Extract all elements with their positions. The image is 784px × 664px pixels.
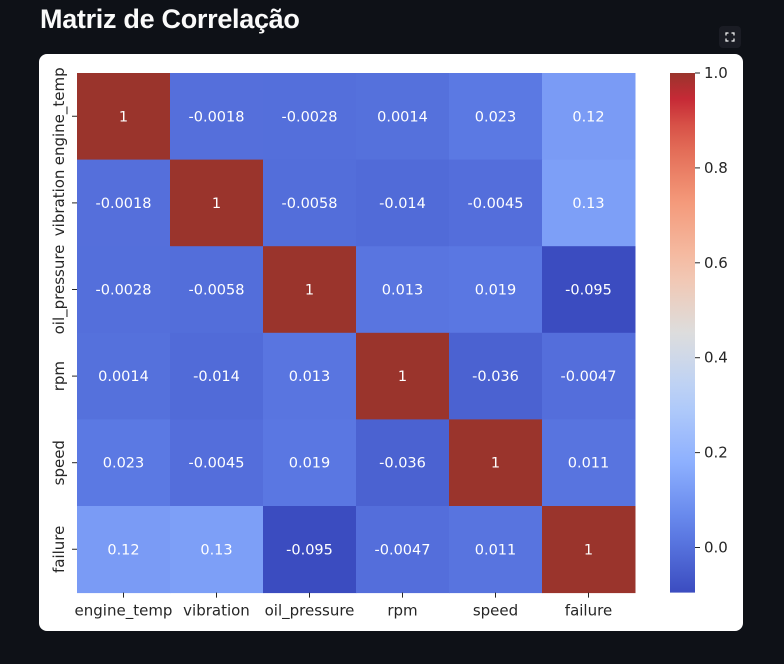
cell-value-label: 0.0014	[98, 369, 149, 385]
cell-value-label: 0.019	[475, 283, 517, 299]
heatmap-cell	[77, 419, 171, 507]
y-tick-label: rpm	[50, 361, 68, 391]
heatmap-cell	[170, 332, 264, 420]
heatmap-cell	[356, 506, 450, 594]
heatmap-cell	[449, 246, 543, 334]
cell-value-label: 0.013	[382, 283, 424, 299]
heatmap-cell	[77, 506, 171, 594]
heatmap-cell	[449, 506, 543, 594]
heatmap-cell	[263, 246, 357, 334]
colorbar-tick-label: 1.0	[704, 64, 728, 82]
heatmap-cell	[77, 73, 171, 161]
heatmap-cell	[449, 332, 543, 420]
x-tick-label: rpm	[387, 602, 417, 620]
cell-value-label: 0.023	[475, 109, 517, 125]
y-tick-label: vibration	[50, 170, 68, 237]
cell-value-label: 0.011	[568, 456, 610, 472]
heatmap-cell	[356, 73, 450, 161]
cell-value-label: -0.0018	[189, 109, 245, 125]
cell-value-label: -0.0047	[375, 542, 431, 558]
cell-value-label: 0.0014	[377, 109, 428, 125]
colorbar-tick-label: 0.6	[704, 254, 728, 272]
colorbar	[670, 73, 695, 593]
cell-value-label: -0.014	[193, 369, 240, 385]
colorbar-tick-label: 0.0	[704, 539, 728, 557]
cell-value-label: 0.011	[475, 542, 517, 558]
cell-value-label: -0.036	[379, 456, 426, 472]
correlation-heatmap: 1 -0.0018 -0.0028 0.0014 0.023 0.12 -0.0018 1 -0…	[50, 64, 728, 621]
cell-value-label: -0.095	[565, 283, 612, 299]
colorbar-tick-label: 0.4	[704, 349, 728, 367]
heatmap-cell	[542, 419, 636, 507]
heatmap-cell	[170, 419, 264, 507]
cell-value-label: 1	[305, 283, 314, 299]
heatmap-cell	[449, 419, 543, 507]
cell-value-label: 0.12	[107, 542, 139, 558]
x-tick-label: speed	[473, 602, 518, 620]
y-tick-label: engine_temp	[50, 67, 69, 165]
heatmap-cell	[263, 73, 357, 161]
cell-value-label: -0.0058	[282, 196, 338, 212]
page-title: Matriz de Correlação	[40, 4, 300, 34]
cell-value-label: -0.0018	[96, 196, 152, 212]
cell-value-label: 1	[491, 456, 500, 472]
heatmap-cell	[263, 159, 357, 247]
x-tick-label: oil_pressure	[265, 602, 355, 621]
cell-value-label: 0.013	[289, 369, 331, 385]
fullscreen-button[interactable]	[719, 26, 741, 48]
heatmap-cell	[356, 332, 450, 420]
cell-value-label: 0.13	[572, 196, 604, 212]
colorbar-tick-label: 0.2	[704, 444, 728, 462]
heatmap-cell	[170, 159, 264, 247]
cell-value-label: -0.0047	[561, 369, 617, 385]
y-tick-label: speed	[50, 440, 68, 485]
cell-value-label: -0.095	[286, 542, 333, 558]
chart-card: 1 -0.0018 -0.0028 0.0014 0.023 0.12 -0.0018 1 -0…	[39, 54, 743, 631]
heatmap-cell	[263, 419, 357, 507]
y-tick-label: oil_pressure	[50, 245, 69, 335]
heatmap-cell	[542, 73, 636, 161]
fullscreen-icon	[725, 32, 735, 42]
cell-value-label: -0.0045	[468, 196, 524, 212]
cell-value-label: 0.023	[103, 456, 145, 472]
cell-value-label: -0.014	[379, 196, 426, 212]
heatmap-cell	[542, 159, 636, 247]
heatmap-cell	[356, 246, 450, 334]
x-tick-label: failure	[565, 602, 612, 620]
x-tick-label: vibration	[183, 602, 250, 620]
heatmap-cell	[77, 246, 171, 334]
y-tick-label: failure	[50, 526, 68, 573]
cell-value-label: 1	[584, 542, 593, 558]
heatmap-cell	[170, 506, 264, 594]
cell-value-label: 1	[212, 196, 221, 212]
heatmap-cell	[170, 73, 264, 161]
colorbar-tick-label: 0.8	[704, 159, 728, 177]
heatmap-cell	[356, 159, 450, 247]
cell-value-label: 0.13	[200, 542, 232, 558]
heatmap-cell	[449, 73, 543, 161]
cell-value-label: -0.0028	[282, 109, 338, 125]
heatmap-cell	[449, 159, 543, 247]
heatmap-cell	[263, 332, 357, 420]
cell-value-label: 1	[398, 369, 407, 385]
heatmap-cell	[542, 506, 636, 594]
heatmap-cell	[77, 159, 171, 247]
cell-value-label: -0.0045	[189, 456, 245, 472]
heatmap-cell	[77, 332, 171, 420]
cell-value-label: 0.12	[572, 109, 604, 125]
cell-value-label: -0.036	[472, 369, 519, 385]
heatmap-cell	[263, 506, 357, 594]
cell-value-label: 1	[119, 109, 128, 125]
heatmap-cell	[542, 246, 636, 334]
heatmap-cell	[542, 332, 636, 420]
heatmap-cell	[170, 246, 264, 334]
cell-value-label: 0.019	[289, 456, 331, 472]
heatmap-cell	[356, 419, 450, 507]
cell-value-label: -0.0028	[96, 283, 152, 299]
cell-value-label: -0.0058	[189, 283, 245, 299]
x-tick-label: engine_temp	[75, 602, 173, 621]
